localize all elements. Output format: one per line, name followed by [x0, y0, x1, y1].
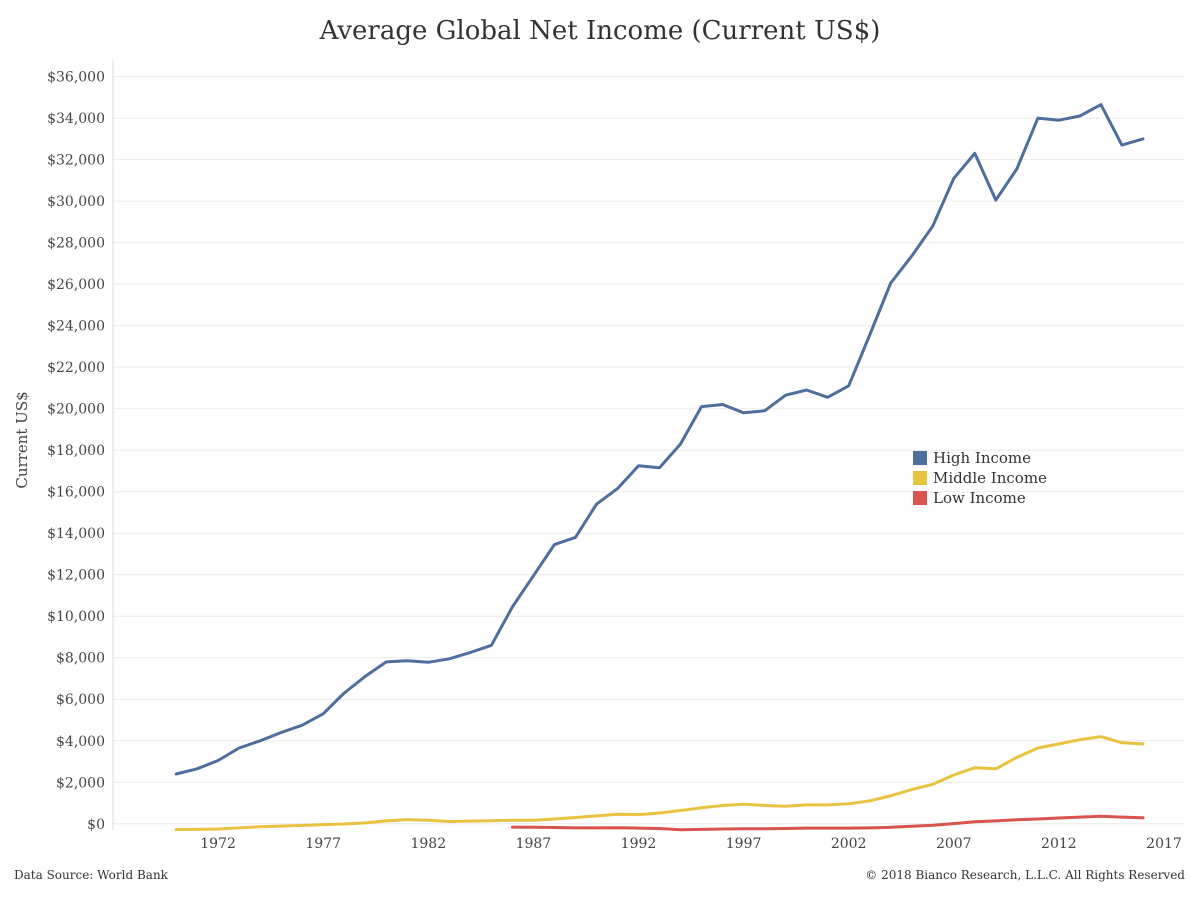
y-tick-label: $10,000 — [47, 609, 105, 625]
x-tick-label: 2012 — [1041, 836, 1077, 852]
gridlines — [113, 76, 1185, 825]
legend-item-high-income[interactable]: High Income — [913, 448, 1047, 468]
axes: $0 $2,000 $4,000 $6,000 $8,000 $10,000 $12,000… — [47, 60, 1182, 852]
series-lines — [174, 103, 1145, 832]
legend-swatch-middle-income — [913, 471, 927, 485]
series-line-high-income[interactable] — [174, 103, 1145, 776]
y-tick-label: $28,000 — [47, 236, 105, 252]
y-tick-label: $22,000 — [47, 360, 105, 376]
y-tick-label: $12,000 — [47, 568, 105, 584]
x-tick-label: 2002 — [831, 836, 867, 852]
x-tick-label: 1987 — [516, 836, 552, 852]
x-tick-label: 2017 — [1146, 836, 1182, 852]
legend-swatch-high-income — [913, 451, 927, 465]
x-tick-label: 2007 — [936, 836, 972, 852]
y-tick-label: $32,000 — [47, 153, 105, 169]
x-tick-label: 1997 — [726, 836, 762, 852]
y-axis-label: Current US$ — [13, 391, 31, 488]
legend-label: High Income — [933, 449, 1032, 467]
legend-item-low-income[interactable]: Low Income — [913, 488, 1047, 508]
legend-item-middle-income[interactable]: Middle Income — [913, 468, 1047, 488]
legend-label: Middle Income — [933, 469, 1047, 487]
x-tick-label: 1977 — [305, 836, 341, 852]
x-tick-label: 1972 — [200, 836, 236, 852]
x-tick-label: 1982 — [410, 836, 446, 852]
y-tick-label: $20,000 — [47, 402, 105, 418]
y-tick-label: $34,000 — [47, 111, 105, 127]
legend: High Income Middle Income Low Income — [913, 448, 1047, 508]
y-tick-label: $14,000 — [47, 526, 105, 542]
legend-label: Low Income — [933, 489, 1026, 507]
y-tick-label: $2,000 — [56, 775, 105, 791]
y-tick-label: $24,000 — [47, 319, 105, 335]
data-source-note: Data Source: World Bank — [14, 868, 168, 882]
y-tick-label: $26,000 — [47, 277, 105, 293]
y-tick-label: $30,000 — [47, 194, 105, 210]
y-tick-label: $8,000 — [56, 651, 105, 667]
y-tick-label: $6,000 — [56, 692, 105, 708]
y-tick-label: $0 — [87, 817, 105, 833]
y-tick-label: $4,000 — [56, 734, 105, 750]
series-line-low-income[interactable] — [510, 814, 1145, 832]
copyright-note: © 2018 Bianco Research, L.L.C. All Right… — [865, 868, 1185, 882]
chart-title: Average Global Net Income (Current US$) — [319, 16, 881, 46]
x-tick-label: 1992 — [621, 836, 657, 852]
legend-swatch-low-income — [913, 491, 927, 505]
series-line-middle-income[interactable] — [174, 735, 1145, 832]
y-tick-label: $18,000 — [47, 443, 105, 459]
y-tick-label: $16,000 — [47, 485, 105, 501]
y-tick-label: $36,000 — [47, 70, 105, 86]
